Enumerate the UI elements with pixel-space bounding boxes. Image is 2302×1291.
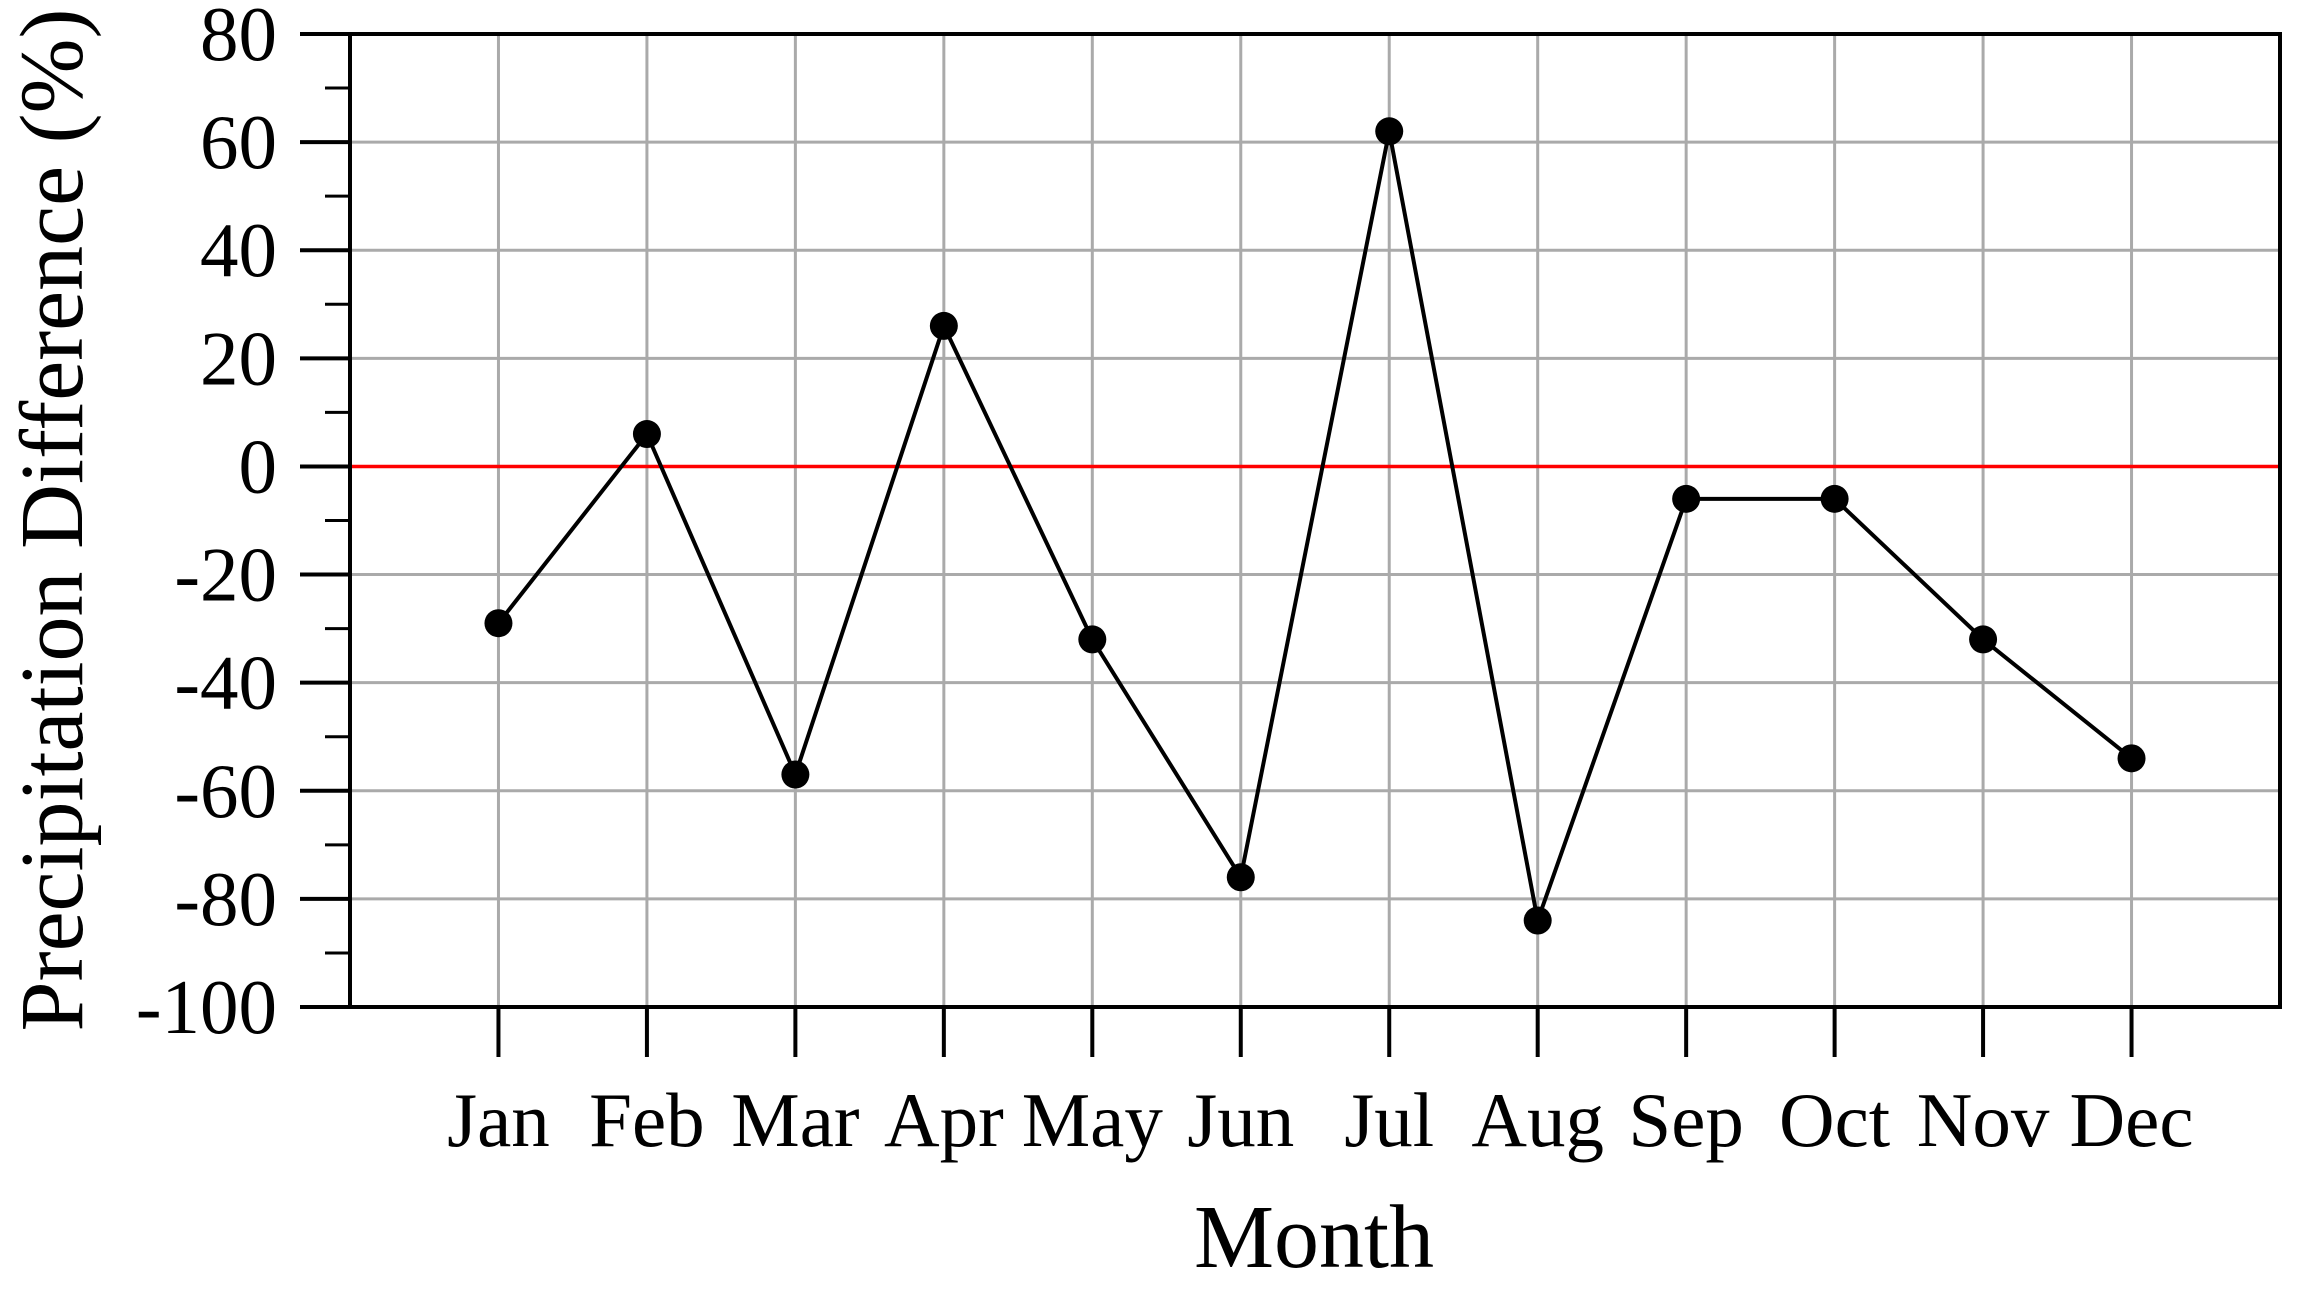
tick-labels-layer: 80 60 40 20 0 -20 -40 -60 -80 -100 Jan Feb Mar Apr May… [136,0,2194,1163]
gridlines-layer [350,34,2280,1007]
data-point-sep [1672,484,1701,513]
y-tick-label-80: 80 [200,0,277,77]
x-tick-label-jun: Jun [1187,1077,1294,1163]
x-axis-title: Month [1194,1188,1434,1287]
plot-border [348,32,2282,1009]
x-tick-label-dec: Dec [2070,1077,2194,1163]
x-tick-label-jul: Jul [1344,1077,1434,1163]
y-tick-label--40: -40 [174,640,277,726]
x-tick-label-aug: Aug [1471,1077,1604,1163]
data-point-apr [929,311,958,340]
x-tick-label-nov: Nov [1917,1077,2050,1163]
data-point-aug [1523,906,1552,935]
data-point-jan [484,609,513,638]
x-tick-label-mar: Mar [731,1077,859,1163]
data-point-oct [1820,484,1849,513]
data-point-jul [1375,117,1404,146]
x-tick-label-may: May [1022,1077,1164,1163]
x-tick-label-apr: Apr [884,1077,1004,1163]
x-tick-label-oct: Oct [1779,1077,1890,1163]
data-point-may [1078,625,1107,654]
y-tick-label--20: -20 [174,532,277,618]
axes-frame-layer [300,32,2282,1057]
x-tick-label-sep: Sep [1628,1077,1744,1163]
y-axis-title: Precipitation Difference (%) [3,9,102,1032]
data-series-layer [484,117,2146,935]
data-point-jun [1226,863,1255,892]
data-point-mar [781,760,810,789]
y-tick-label--100: -100 [136,964,277,1050]
data-line [496,129,2134,923]
x-tick-label-jan: Jan [447,1077,550,1163]
y-tick-label-20: 20 [200,315,277,401]
x-tick-label-feb: Feb [589,1077,705,1163]
data-point-dec [2117,744,2146,773]
y-tick-label--60: -60 [174,748,277,834]
y-tick-label-60: 60 [200,99,277,185]
data-point-feb [632,420,661,449]
data-point-nov [1969,625,1998,654]
y-tick-label-0: 0 [239,423,278,509]
y-tick-label-40: 40 [200,207,277,293]
y-tick-label--80: -80 [174,856,277,942]
